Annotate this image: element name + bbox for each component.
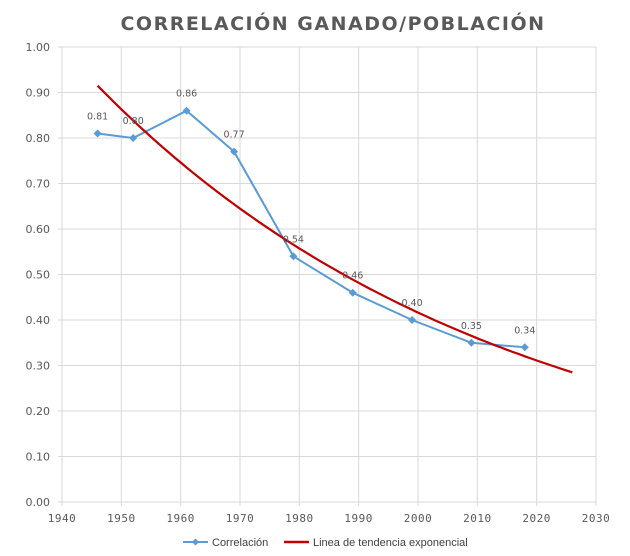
series-lines [93,84,573,374]
data-label: 0.81 [87,111,108,122]
correlacion-point [520,343,529,352]
x-axis: 1940 1950 1960 1970 1980 1990 2000 2010 2020 2030 [48,512,611,525]
x-tick-label: 1990 [344,512,373,525]
x-tick-label: 1960 [166,512,195,525]
x-tick-label: 1980 [285,512,314,525]
y-tick-label: 0.00 [26,496,51,509]
correlacion-point [467,338,476,347]
x-tick-label: 1950 [107,512,136,525]
x-tick-label: 2010 [463,512,492,525]
legend-correlacion-marker [192,538,199,546]
correlacion-point [182,106,191,115]
x-tick-label: 2030 [582,512,611,525]
correlacion-point [230,147,239,156]
y-tick-label: 0.40 [26,314,51,327]
y-tick-label: 1.00 [26,41,51,54]
y-tick-label: 0.70 [26,178,51,191]
y-axis: 0.00 0.10 0.20 0.30 0.40 0.50 0.60 0.70 0.80 0.90… [26,41,51,509]
y-tick-label: 0.20 [26,405,51,418]
data-label: 0.46 [342,271,363,282]
data-label: 0.54 [283,234,304,245]
correlacion-point [93,129,102,138]
y-tick-label: 0.80 [26,132,51,145]
y-tick-label: 0.60 [26,223,51,236]
data-label: 0.77 [223,130,244,141]
data-label: 0.34 [514,325,535,336]
data-label: 0.80 [123,116,144,127]
x-tick-label: 1970 [226,512,255,525]
chart-title: CORRELACIÓN GANADO/POBLACIÓN [120,11,545,35]
grid [58,46,597,506]
correlacion-point [408,316,417,324]
data-label: 0.40 [401,298,422,309]
data-label: 0.35 [461,321,482,332]
data-labels: 0.81 0.80 0.86 0.77 0.54 0.46 0.40 0.35 0.34 [87,89,535,337]
x-tick-label: 1940 [48,512,77,525]
correlacion-point [348,288,357,297]
legend-trend-label: Linea de tendencia exponencial [313,537,468,549]
y-tick-label: 0.30 [26,360,51,373]
trend-line [96,84,573,374]
correlacion-point [129,134,138,142]
x-tick-label: 2000 [404,512,433,525]
legend-correlacion-label: Correlación [212,537,268,549]
correlacion-point [289,252,298,261]
y-tick-label: 0.50 [26,269,51,282]
y-tick-label: 0.90 [26,87,51,100]
data-label: 0.86 [176,89,197,100]
x-tick-label: 2020 [522,512,551,525]
legend: Correlación Linea de tendencia exponenci… [183,537,468,549]
y-tick-label: 0.10 [26,451,51,464]
